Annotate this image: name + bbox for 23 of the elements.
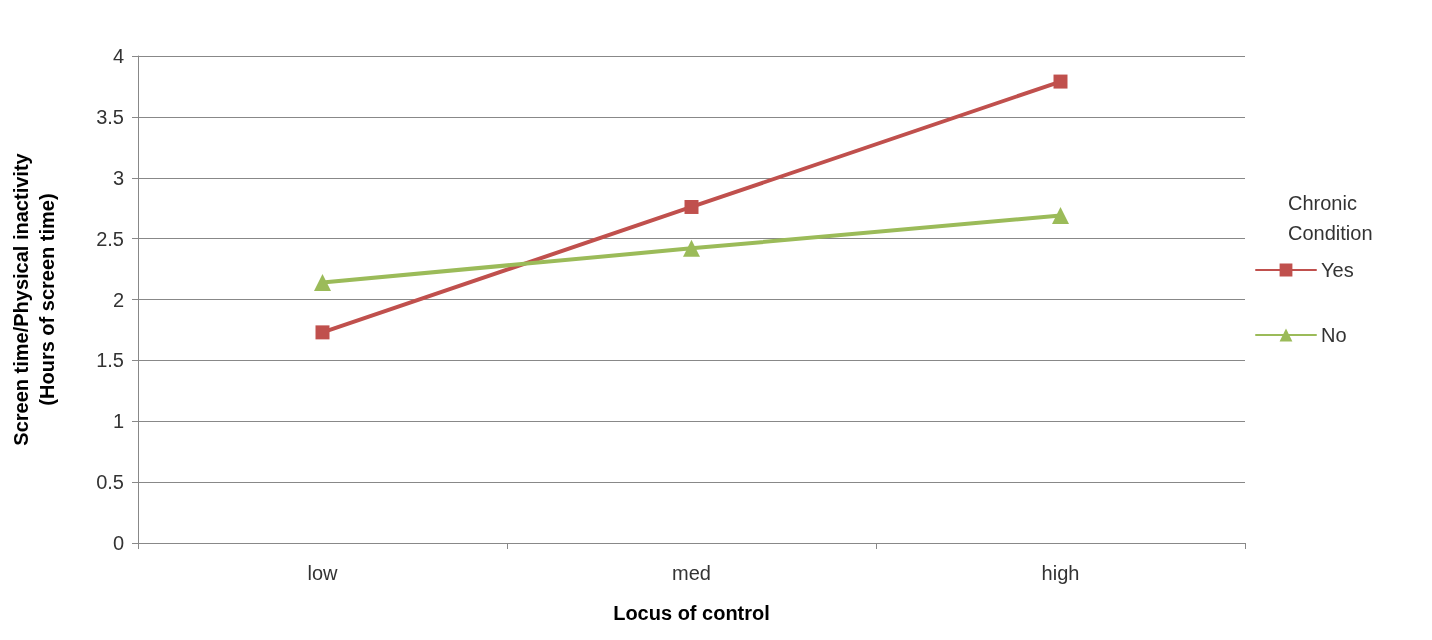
y-tick-label: 0 [112,532,124,554]
point [684,199,699,214]
legend-label: Yes [1321,259,1354,281]
x-tick-label: med [672,562,711,584]
point [683,239,700,257]
x-axis-title: Locus of control [613,602,770,624]
y-tick-label: 2.5 [96,227,124,250]
legend-label: No [1321,324,1347,346]
y-axis-title: Screen time/Physical inactivity (Hours of screen time) [10,152,58,446]
y-tick-label: 4 [112,45,124,67]
point [1052,206,1069,224]
y-tick-label: 1 [112,410,124,433]
point [314,273,331,291]
point [315,325,330,340]
x-tick-label: low [307,562,339,584]
x-tick-label: high [1041,562,1080,584]
point [1053,74,1068,89]
y-tick-label: 3.5 [96,105,124,128]
legend-title: Chronic Condition [1288,192,1373,244]
y-tick-label: 0.5 [96,471,124,494]
y-tick-label: 3 [112,166,124,189]
y-tick-label: 1.5 [96,349,124,372]
y-tick-label: 2 [112,288,124,311]
